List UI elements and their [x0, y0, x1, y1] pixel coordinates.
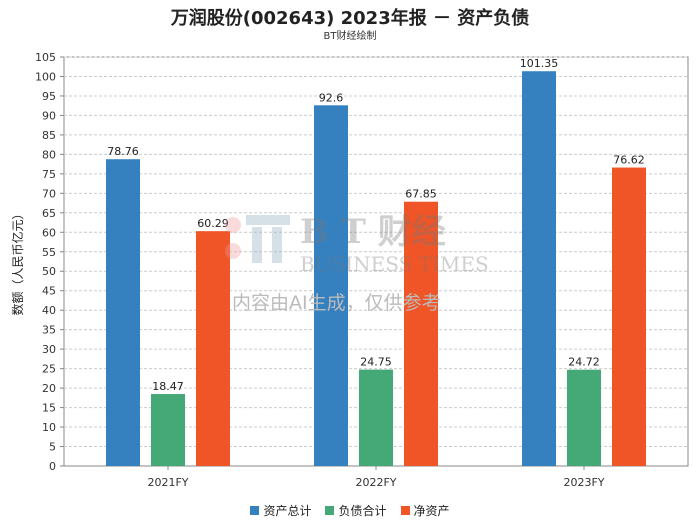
y-tick-label: 70 — [42, 187, 56, 200]
legend-swatch — [325, 506, 335, 515]
data-label: 92.6 — [319, 91, 344, 104]
y-tick-label: 20 — [42, 382, 56, 395]
legend-item-equity[interactable]: 净资产 — [400, 502, 450, 519]
legend-label: 资产总计 — [263, 504, 312, 518]
y-tick-label: 90 — [42, 109, 56, 122]
data-label: 78.76 — [107, 145, 139, 158]
y-tick-label: 25 — [42, 363, 56, 376]
chart-subtitle: BT财经绘制 — [323, 31, 377, 42]
chart-title: 万润股份(002643) 2023年报 － 资产负债 — [170, 8, 530, 29]
legend-label: 净资产 — [413, 504, 450, 518]
bar-资产总计 — [106, 159, 140, 466]
y-tick-label: 45 — [42, 285, 56, 298]
y-tick-label: 60 — [42, 226, 56, 239]
y-tick-label: 80 — [42, 148, 56, 161]
y-axis-label: 数额（人民币亿元） — [10, 207, 25, 315]
legend-item-assets[interactable]: 资产总计 — [250, 502, 311, 519]
x-tick-label: 2023FY — [563, 476, 604, 489]
data-label: 67.85 — [405, 188, 437, 201]
bar-净资产 — [612, 167, 646, 466]
y-tick-label: 95 — [42, 90, 56, 103]
legend-swatch — [400, 506, 410, 515]
bar-负债合计 — [359, 369, 393, 466]
data-label: 24.75 — [360, 356, 392, 369]
y-tick-label: 35 — [42, 324, 56, 337]
legend-label: 负债合计 — [338, 504, 387, 518]
y-tick-label: 55 — [42, 246, 56, 259]
y-tick-label: 10 — [42, 421, 56, 434]
x-tick-label: 2022FY — [355, 476, 396, 489]
data-label: 76.62 — [613, 154, 645, 167]
data-label: 60.29 — [197, 217, 229, 230]
data-label: 18.47 — [152, 380, 184, 393]
data-label: 24.72 — [568, 356, 600, 369]
legend-item-liabilities[interactable]: 负债合计 — [325, 502, 387, 519]
bar-负债合计 — [151, 394, 185, 466]
x-tick-label: 2021FY — [147, 476, 188, 489]
data-label: 101.35 — [520, 57, 559, 70]
y-tick-label: 40 — [42, 304, 56, 317]
bar-净资产 — [404, 201, 438, 466]
bar-资产总计 — [522, 71, 556, 466]
bar-资产总计 — [314, 105, 348, 466]
y-tick-label: 5 — [49, 441, 56, 454]
legend-swatch — [250, 506, 260, 515]
y-tick-label: 75 — [42, 168, 56, 181]
bar-chart: 0 5 10 15 20 25 30 35 40 45 50 55 60 65 70 75 80 85 90 95 10… — [10, 51, 689, 489]
y-tick-label: 0 — [49, 460, 56, 473]
y-tick-label: 65 — [42, 207, 56, 220]
y-tick-label: 30 — [42, 343, 56, 356]
y-tick-label: 15 — [42, 402, 56, 415]
y-tick-label: 105 — [35, 51, 56, 64]
legend: 资产总计 负债合计 净资产 — [0, 502, 700, 519]
y-tick-label: 100 — [35, 70, 56, 83]
y-tick-label: 50 — [42, 265, 56, 278]
y-tick-label: 85 — [42, 129, 56, 142]
bar-净资产 — [196, 231, 230, 466]
bar-负债合计 — [567, 369, 601, 466]
